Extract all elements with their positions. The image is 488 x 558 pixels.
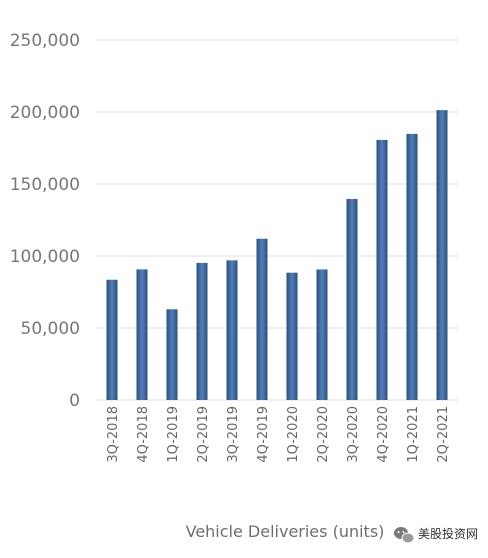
x-axis-label: Vehicle Deliveries (units)	[186, 522, 385, 541]
bar-3Q-2018	[106, 279, 118, 400]
bars	[106, 110, 448, 401]
x-tick-label: 4Q-2020	[376, 406, 391, 463]
y-tick-label: 0	[69, 391, 80, 411]
y-axis-ticks: 0 50,000 100,000 150,000 200,000 250,000	[10, 31, 80, 411]
y-tick-label: 100,000	[10, 247, 80, 267]
y-tick-label: 250,000	[10, 31, 80, 51]
bar-4Q-2020	[376, 139, 388, 400]
y-tick-label: 200,000	[10, 103, 80, 123]
x-tick-label: 2Q-2019	[196, 406, 211, 463]
x-tick-label: 1Q-2019	[166, 406, 181, 463]
watermark-text: 美股投资网	[418, 526, 478, 541]
bar-2Q-2021	[436, 110, 448, 401]
bar-1Q-2021	[406, 133, 418, 400]
x-tick-label: 1Q-2020	[286, 406, 301, 463]
y-tick-label: 50,000	[21, 319, 80, 339]
x-tick-label: 4Q-2019	[256, 406, 271, 463]
bar-2Q-2019	[196, 262, 208, 400]
bar-4Q-2018	[136, 269, 148, 400]
x-axis-ticks: 3Q-2018 4Q-2018 1Q-2019 2Q-2019 3Q-2019 4Q-20…	[106, 406, 451, 463]
watermark: 美股投资网	[394, 526, 478, 544]
bar-3Q-2019	[226, 260, 238, 400]
bar-1Q-2019	[166, 309, 178, 400]
bar-1Q-2020	[286, 272, 298, 400]
x-tick-label: 2Q-2021	[436, 406, 451, 463]
x-tick-label: 3Q-2018	[106, 406, 121, 463]
bar-4Q-2019	[256, 238, 268, 400]
x-tick-label: 4Q-2018	[136, 406, 151, 463]
gridlines	[96, 39, 458, 401]
x-tick-label: 3Q-2020	[346, 406, 361, 463]
x-tick-label: 3Q-2019	[226, 406, 241, 463]
x-tick-label: 1Q-2021	[406, 406, 421, 463]
bar-3Q-2020	[346, 198, 358, 400]
wechat-icon	[394, 527, 415, 544]
x-tick-label: 2Q-2020	[316, 406, 331, 463]
y-tick-label: 150,000	[10, 175, 80, 195]
bar-2Q-2020	[316, 269, 328, 400]
